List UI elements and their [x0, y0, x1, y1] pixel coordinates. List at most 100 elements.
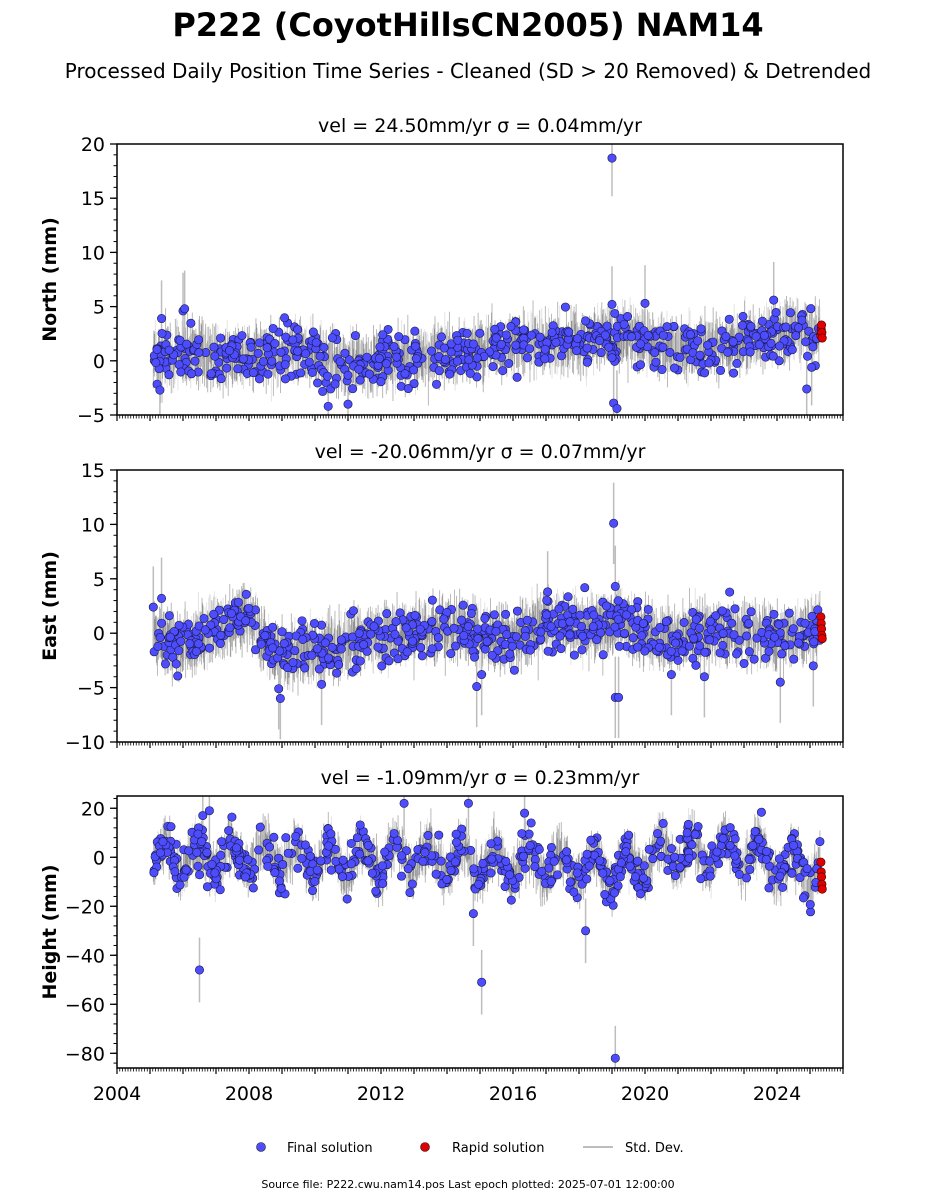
final-solution-point — [620, 629, 628, 637]
final-solution-point — [392, 617, 400, 625]
final-solution-point — [324, 402, 332, 410]
final-solution-point — [807, 363, 815, 371]
final-solution-point — [447, 649, 455, 657]
final-solution-point — [738, 321, 746, 329]
plot-area — [149, 483, 826, 740]
final-solution-point — [742, 632, 750, 640]
final-solution-point — [747, 322, 755, 330]
final-solution-point — [411, 327, 419, 335]
final-solution-point — [719, 629, 727, 637]
final-solution-point — [194, 336, 202, 344]
final-solution-point — [344, 371, 352, 379]
final-solution-point — [597, 348, 605, 356]
final-solution-point — [718, 607, 726, 615]
final-solution-point — [187, 370, 195, 378]
final-solution-point — [613, 404, 621, 412]
final-solution-point — [416, 625, 424, 633]
final-solution-point — [491, 325, 499, 333]
final-solution-point — [651, 348, 659, 356]
final-solution-point — [244, 604, 252, 612]
y-tick-label: 0 — [93, 351, 105, 373]
final-solution-point — [374, 643, 382, 651]
final-solution-point — [271, 339, 279, 347]
final-solution-point — [401, 370, 409, 378]
final-solution-point — [652, 358, 660, 366]
final-solution-point — [175, 360, 183, 368]
final-solution-point — [543, 596, 551, 604]
final-solution-point — [576, 611, 584, 619]
final-solution-point — [614, 615, 622, 623]
final-solution-point — [344, 400, 352, 408]
final-solution-point — [440, 615, 448, 623]
y-tick-label: 10 — [81, 242, 105, 264]
rapid-solution-point — [818, 334, 826, 342]
final-solution-point — [180, 305, 188, 313]
final-solution-point — [157, 314, 165, 322]
final-solution-point — [666, 348, 674, 356]
final-solution-point — [523, 354, 531, 362]
final-solution-point — [309, 328, 317, 336]
final-solution-point — [808, 612, 816, 620]
final-solution-point — [209, 610, 217, 618]
final-solution-point — [725, 315, 733, 323]
final-solution-point — [446, 370, 454, 378]
final-solution-point — [427, 347, 435, 355]
final-solution-point — [276, 694, 284, 702]
final-solution-point — [195, 348, 203, 356]
final-solution-point — [464, 622, 472, 630]
final-solution-point — [608, 354, 616, 362]
final-solution-point — [403, 648, 411, 656]
final-solution-point — [785, 609, 793, 617]
final-solution-point — [408, 637, 416, 645]
final-solution-point — [707, 625, 715, 633]
final-solution-point — [317, 680, 325, 688]
final-solution-point — [676, 353, 684, 361]
y-tick-label: −5 — [77, 678, 105, 700]
final-solution-point — [769, 352, 777, 360]
final-solution-point — [308, 368, 316, 376]
final-solution-point — [293, 347, 301, 355]
final-solution-point — [547, 622, 555, 630]
final-solution-point — [670, 364, 678, 372]
final-solution-point — [755, 341, 763, 349]
final-solution-point — [313, 379, 321, 387]
final-solution-point — [803, 352, 811, 360]
final-solution-point — [725, 588, 733, 596]
final-solution-point — [281, 360, 289, 368]
y-axis-label: East (mm) — [39, 551, 61, 661]
final-solution-point — [305, 358, 313, 366]
final-solution-point — [537, 628, 545, 636]
final-solution-point — [794, 324, 802, 332]
final-solution-point — [382, 360, 390, 368]
final-solution-point — [210, 343, 218, 351]
final-solution-point — [289, 658, 297, 666]
final-solution-point — [459, 601, 467, 609]
final-solution-point — [705, 359, 713, 367]
final-solution-point — [476, 329, 484, 337]
final-solution-point — [719, 641, 727, 649]
final-solution-point — [593, 636, 601, 644]
final-solution-point — [331, 380, 339, 388]
final-solution-point — [730, 631, 738, 639]
final-solution-point — [207, 369, 215, 377]
final-solution-point — [704, 341, 712, 349]
y-tick-label: 0 — [93, 623, 105, 645]
final-solution-point — [809, 662, 817, 670]
final-solution-point — [289, 336, 297, 344]
final-solution-point — [488, 651, 496, 659]
final-solution-point — [313, 645, 321, 653]
plot-area — [150, 120, 826, 447]
final-solution-point — [778, 650, 786, 658]
final-solution-point — [680, 618, 688, 626]
final-solution-point — [801, 619, 809, 627]
y-tick-label: 5 — [93, 297, 105, 319]
final-solution-point — [441, 355, 449, 363]
final-solution-point — [733, 359, 741, 367]
final-solution-point — [573, 334, 581, 342]
final-solution-point — [211, 352, 219, 360]
final-solution-point — [186, 640, 194, 648]
final-solution-point — [803, 385, 811, 393]
final-solution-point — [355, 365, 363, 373]
final-solution-point — [727, 619, 735, 627]
